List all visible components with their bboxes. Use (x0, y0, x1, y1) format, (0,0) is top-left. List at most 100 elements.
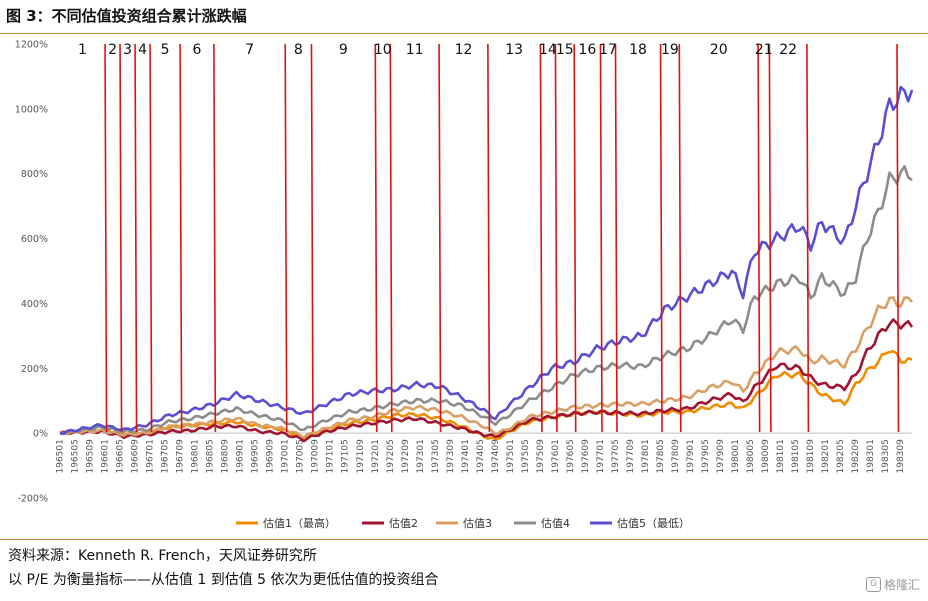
regime-label: 5 (161, 42, 170, 58)
x-tick-label: 198105 (791, 439, 801, 473)
regime-line (539, 43, 543, 433)
x-tick-label: 198305 (881, 439, 891, 473)
chart-title: 图 3：不同估值投资组合累计涨跌幅 (6, 7, 247, 25)
y-tick-label: 800% (21, 169, 48, 180)
regime-label: 18 (629, 42, 647, 58)
watermark-text: 格隆汇 (883, 578, 920, 592)
x-tick-label: 196505 (71, 439, 81, 473)
regime-line (104, 43, 108, 433)
regime-line (438, 43, 442, 433)
x-tick-label: 196809 (221, 439, 231, 474)
regime-label: 17 (599, 42, 617, 58)
regime-line (119, 43, 123, 433)
footer-divider (0, 539, 928, 540)
x-tick-label: 197001 (281, 439, 291, 473)
x-tick-label: 196605 (116, 439, 126, 473)
x-tick-label: 196509 (86, 439, 96, 474)
x-tick-label: 198009 (761, 439, 771, 474)
x-tick-label: 197901 (686, 439, 696, 473)
regime-label: 8 (294, 42, 303, 58)
x-tick-label: 197405 (476, 439, 486, 473)
regime-label: 22 (779, 42, 797, 58)
regime-line (284, 43, 288, 433)
x-tick-label: 198109 (806, 439, 816, 474)
legend-label: 估值1（最高） (263, 516, 336, 530)
regime-line (213, 43, 217, 433)
regime-line (757, 43, 761, 433)
watermark-logo-icon: G (865, 577, 881, 592)
x-tick-label: 197105 (341, 439, 351, 473)
series-line (59, 85, 914, 435)
x-tick-label: 197301 (416, 439, 426, 473)
y-tick-label: 1200% (15, 40, 48, 51)
x-tick-label: 196905 (251, 439, 261, 473)
regime-line (374, 43, 378, 433)
series-layer (59, 85, 914, 443)
x-tick-label: 196705 (161, 439, 171, 473)
regime-line (389, 43, 393, 433)
x-tick-label: 197305 (431, 439, 441, 473)
legend-label: 估值3 (463, 517, 492, 530)
series-line (59, 165, 913, 436)
x-tick-label: 198209 (851, 439, 861, 474)
regime-line (149, 43, 153, 433)
regime-label: 7 (245, 42, 254, 58)
methodology-note: 以 P/E 为衡量指标——从估值 1 到估值 5 依次为更低估值的投资组合 (8, 572, 439, 588)
legend: 估值1（最高） 估值2 估值3 估值4 估值5（最低） (236, 516, 690, 530)
x-tick-label: 196601 (101, 439, 111, 473)
regime-label: 11 (406, 42, 424, 58)
regime-line (554, 43, 558, 433)
x-tick-label: 198205 (836, 439, 846, 473)
y-tick-label: 1000% (15, 104, 48, 115)
x-tick-label: 197701 (596, 439, 606, 473)
x-tick-label: 197409 (491, 439, 501, 474)
regime-line (573, 43, 577, 433)
x-tick-label: 197809 (671, 439, 681, 474)
regime-lines: 1 2 3 4 5 6 7 8 9 10 11 12 13 14 15 16 17 18 19 20 21 22 (78, 42, 900, 433)
regime-line (599, 43, 603, 433)
regime-label: 20 (710, 42, 728, 58)
x-tick-label: 197505 (521, 439, 531, 473)
x-tick-label: 197909 (716, 439, 726, 474)
x-tick-label: 198001 (731, 439, 741, 473)
regime-label: 4 (138, 42, 147, 58)
x-tick-label: 197501 (506, 439, 516, 473)
regime-line (310, 43, 314, 433)
regime-label: 2 (108, 42, 117, 58)
regime-label: 13 (505, 42, 523, 58)
regime-label: 9 (339, 42, 348, 58)
x-tick-label: 196801 (191, 439, 201, 473)
x-tick-label: 197609 (581, 439, 591, 474)
regime-label: 3 (123, 42, 132, 58)
x-tick-label: 197509 (536, 439, 546, 474)
regime-label: 1 (78, 42, 87, 58)
x-tick-label: 196909 (266, 439, 276, 474)
x-tick-label: 197709 (626, 439, 636, 474)
regime-line (896, 43, 900, 433)
x-tick-label: 197205 (386, 439, 396, 473)
regime-label: 21 (755, 42, 773, 58)
legend-label: 估值2 (389, 517, 418, 530)
regime-line (678, 43, 682, 433)
x-tick-label: 196709 (176, 439, 186, 474)
x-tick-label: 198005 (746, 439, 756, 473)
x-tick-label: 197201 (371, 439, 381, 473)
title-divider (0, 33, 928, 34)
y-tick-label: 0% (33, 429, 48, 440)
x-tick-label: 196701 (146, 439, 156, 473)
x-tick-label: 197605 (566, 439, 576, 473)
y-tick-label: -200% (17, 494, 48, 505)
x-tick-label: 198301 (866, 439, 876, 473)
source-note: 资料来源：Kenneth R. French，天风证券研究所 (8, 548, 317, 564)
regime-line (614, 43, 618, 433)
y-tick-label: 400% (21, 299, 48, 310)
x-tick-label: 196901 (236, 439, 246, 473)
x-tick-label: 197009 (311, 439, 321, 474)
x-tick-label: 196501 (56, 439, 66, 473)
x-tick-label: 198201 (821, 439, 831, 473)
x-tick-label: 197705 (611, 439, 621, 473)
regime-label: 19 (661, 42, 679, 58)
regime-label: 12 (455, 42, 473, 58)
regime-label: 16 (578, 42, 596, 58)
x-tick-label: 197209 (401, 439, 411, 474)
